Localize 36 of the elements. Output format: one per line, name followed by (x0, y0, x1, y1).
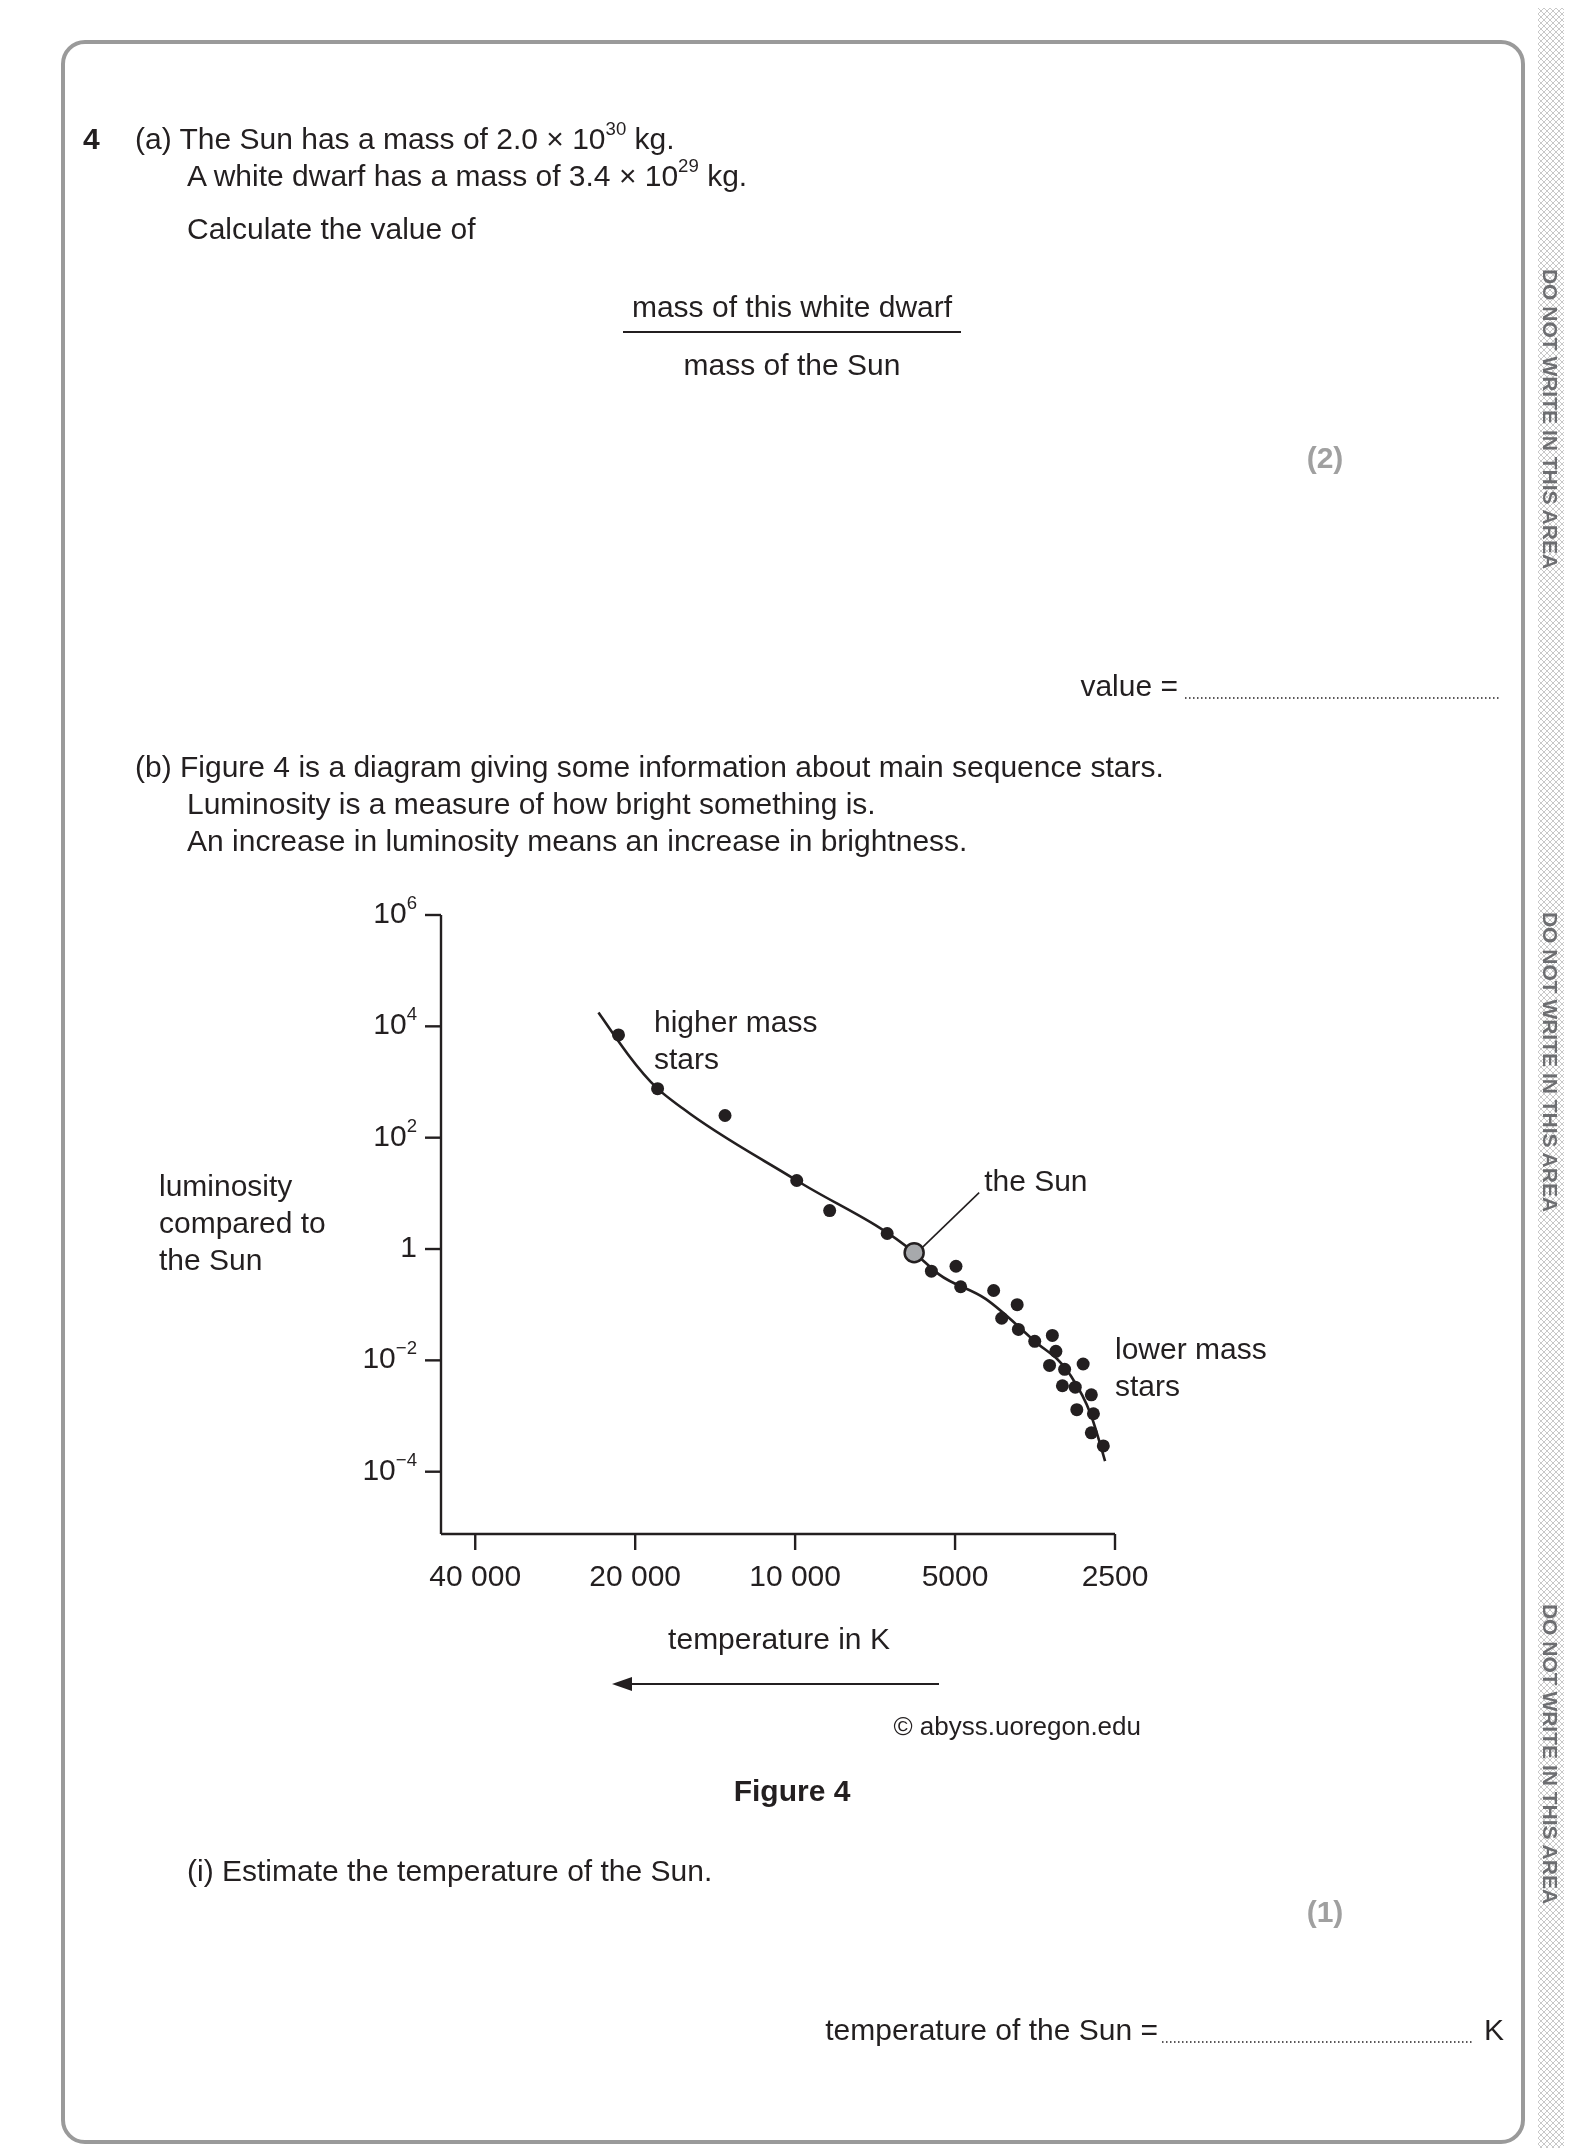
text: (1) (1306, 1894, 1344, 1928)
x-tick-label: 40 000 (429, 1558, 522, 1592)
annotation: the Sun (984, 1163, 1088, 1197)
x-tick-label: 5000 (921, 1558, 989, 1592)
x-tick-label: 20 000 (589, 1558, 682, 1592)
text: lower mass stars (1115, 1331, 1267, 1402)
text: mass of the Sun (683, 347, 901, 381)
text: (2) (1306, 440, 1344, 474)
text: © abyss.uoregon.edu (893, 1710, 1141, 1741)
x-tick-label: 2500 (1081, 1558, 1149, 1592)
y-tick-label: 10$^{6}$ (373, 892, 417, 929)
text: 4 (83, 121, 100, 155)
text: An increase in luminosity means an increase in brightness. (187, 823, 968, 857)
text: (i) Estimate the temperature of the Sun. (187, 1853, 713, 1887)
text: K (1484, 2012, 1505, 2046)
text: Figure 4 (733, 1773, 851, 1807)
text: mass of this white dwarf (631, 289, 953, 323)
annotation: higher mass stars (654, 1004, 818, 1075)
text: DO NOT WRITE IN THIS AREA (1539, 268, 1563, 570)
text: (b) Figure 4 is a diagram giving some information about main sequence stars. (135, 749, 1164, 783)
x-tick-label: 10 000 (749, 1558, 842, 1592)
y-tick-label: 10$^{−4}$ (362, 1449, 417, 1486)
text: A white dwarf has a mass of 3.4 × 10$^{29}$ kg. (187, 155, 748, 192)
y-tick-label: 10$^{−2}$ (362, 1337, 417, 1375)
text: DO NOT WRITE IN THIS AREA (1539, 911, 1563, 1213)
text: DO NOT WRITE IN THIS AREA (1539, 1603, 1563, 1905)
x-axis-title: temperature in K (668, 1621, 890, 1655)
text: Luminosity is a measure of how bright something is. (187, 786, 876, 820)
y-tick-label: 10$^{4}$ (373, 1003, 417, 1041)
text: value = (1080, 668, 1178, 702)
text: (a) The Sun has a mass of 2.0 × 10$^{30}$ kg. (135, 118, 675, 155)
y-tick-label: 1 (400, 1229, 417, 1263)
text: temperature of the Sun = (825, 2012, 1158, 2046)
text: Calculate the value of (187, 211, 477, 245)
y-axis-title: luminosity compared to the Sun (159, 1168, 326, 1276)
y-tick-label: 10$^{2}$ (373, 1115, 417, 1152)
